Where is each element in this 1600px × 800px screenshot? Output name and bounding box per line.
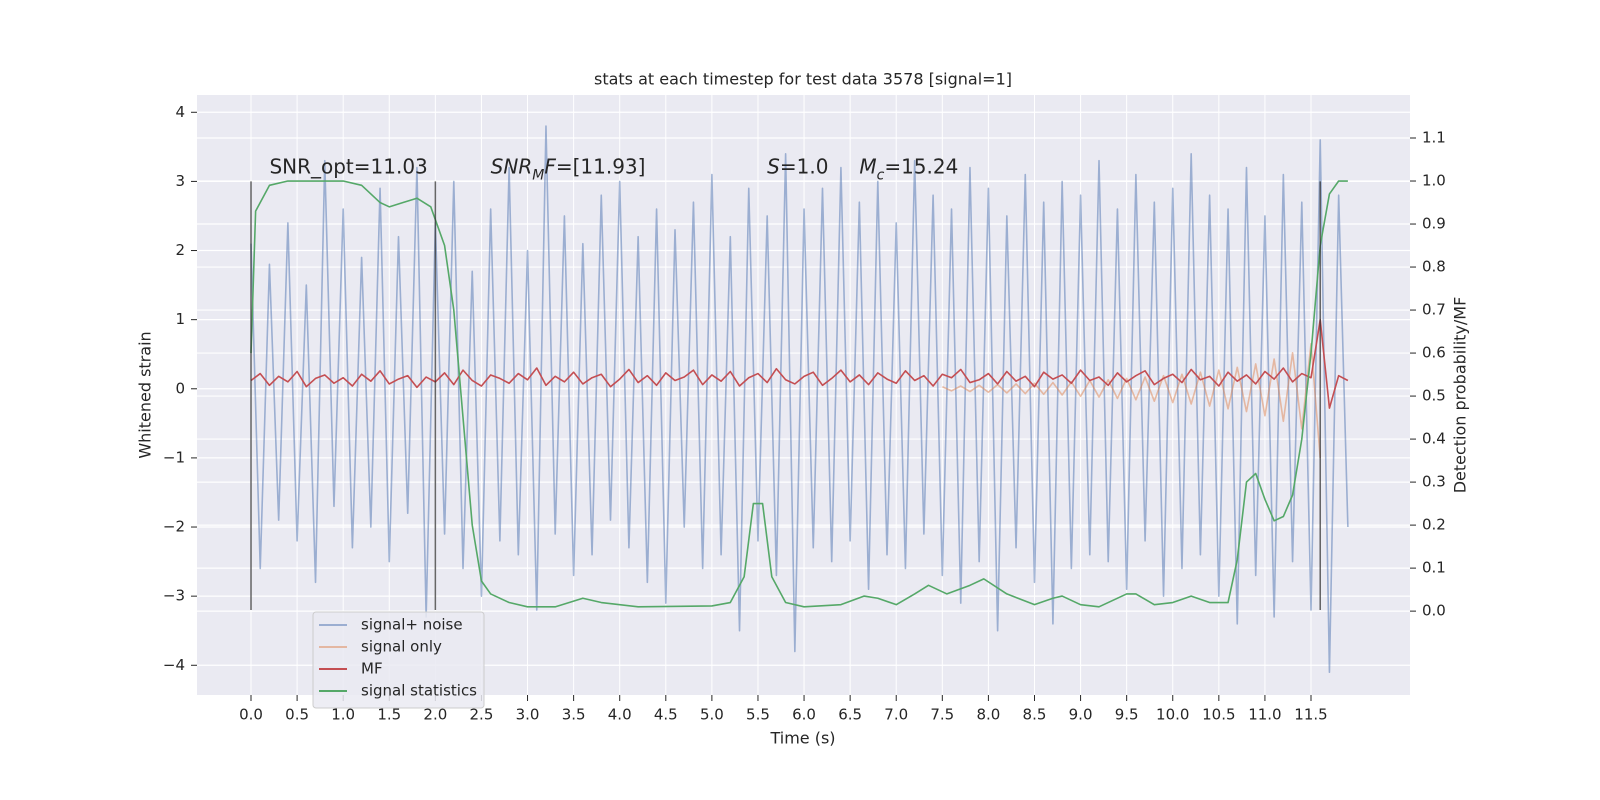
annotation-part: M (859, 154, 876, 178)
y2-tick-label: 0.2 (1422, 516, 1446, 534)
y2-tick-label: 0.7 (1422, 301, 1446, 319)
y2-tick-label: 0.1 (1422, 559, 1446, 577)
x-tick-label: 9.5 (1115, 706, 1139, 724)
y2-tick-label: 0.5 (1422, 387, 1446, 405)
annotation-part: =[11.93] (556, 154, 646, 178)
x-tick-label: 9.0 (1069, 706, 1093, 724)
y2-tick-label: 0.8 (1422, 258, 1446, 276)
y-tick-label: −2 (163, 518, 185, 536)
annotation-part: =15.24 (884, 154, 958, 178)
x-tick-label: 2.0 (423, 706, 447, 724)
annotation-part: c (877, 168, 885, 184)
x-tick-label: 7.0 (884, 706, 908, 724)
x-tick-label: 8.5 (1023, 706, 1047, 724)
annotation-part: F (544, 154, 556, 178)
legend-label: signal+ noise (361, 616, 463, 634)
x-tick-label: 4.0 (608, 706, 632, 724)
x-tick-label: 0.0 (239, 706, 263, 724)
x-tick-label: 4.5 (654, 706, 678, 724)
y-tick-label: 1 (175, 310, 185, 328)
annotation-part: SNR (491, 154, 533, 178)
annotation-part: =1.0 (780, 154, 829, 178)
annotation: Mc=15.24 (859, 154, 958, 184)
legend-label: signal statistics (361, 682, 477, 700)
plot-area (197, 95, 1410, 695)
foreground: 0.0 0.5 1.0 1.5 2.0 2.5 3.0 3.5 4.0 4.5 5.0 5.5 6.0 6… (163, 103, 1446, 724)
marks (250, 125, 1349, 673)
x-tick-label: 3.0 (516, 706, 540, 724)
y2-axis-label: Detection probability/MF (1451, 297, 1470, 494)
y2-tick-label: 0.3 (1422, 473, 1446, 491)
x-tick-label: 7.5 (930, 706, 954, 724)
series-line (941, 343, 1322, 458)
x-tick-label: 0.5 (285, 706, 309, 724)
legend-label: signal only (361, 638, 442, 656)
series-line (250, 125, 1349, 673)
y2-tick-label: 0.0 (1422, 602, 1446, 620)
x-tick-label: 5.0 (700, 706, 724, 724)
annotation: S=1.0 (767, 154, 828, 178)
x-tick-label: 10.0 (1156, 706, 1189, 724)
y-tick-label: −1 (163, 448, 185, 466)
x-tick-label: 5.5 (746, 706, 770, 724)
annotation: SNR_opt=11.03 (269, 154, 427, 178)
y-tick-label: 0 (175, 379, 185, 397)
series-line (250, 318, 1349, 409)
x-tick-label: 3.5 (562, 706, 586, 724)
y-tick-label: 3 (175, 172, 185, 190)
annotation-part: SNR_opt=11.03 (269, 154, 427, 178)
y-tick-label: −3 (163, 587, 185, 605)
x-tick-label: 2.5 (470, 706, 494, 724)
legend-label: MF (361, 660, 383, 678)
x-tick-label: 10.5 (1202, 706, 1235, 724)
x-tick-label: 1.5 (377, 706, 401, 724)
y2-tick-label: 0.9 (1422, 215, 1446, 233)
annotation-part: S (767, 154, 780, 178)
y2-tick-label: 0.4 (1422, 430, 1446, 448)
y-tick-label: 2 (175, 241, 185, 259)
legend-box (312, 611, 485, 709)
chart-title: stats at each timestep for test data 357… (594, 70, 1012, 89)
grid (197, 95, 1410, 695)
y2-tick-label: 1.1 (1422, 129, 1446, 147)
x-tick-label: 6.5 (838, 706, 862, 724)
annotation-part: M (532, 168, 544, 184)
x-tick-label: 11.0 (1248, 706, 1281, 724)
series-line (250, 180, 1348, 608)
x-tick-label: 1.0 (331, 706, 355, 724)
x-axis-label: Time (s) (769, 729, 835, 748)
y-axis-label: Whitened strain (136, 331, 155, 458)
x-tick-label: 11.5 (1294, 706, 1327, 724)
y-tick-label: 4 (175, 103, 185, 121)
y2-tick-label: 0.6 (1422, 344, 1446, 362)
x-tick-label: 8.0 (976, 706, 1000, 724)
annotation: SNRMF=[11.93] (491, 154, 646, 184)
y2-tick-label: 1.0 (1422, 172, 1446, 190)
x-tick-label: 6.0 (792, 706, 816, 724)
y-tick-label: −4 (163, 656, 185, 674)
